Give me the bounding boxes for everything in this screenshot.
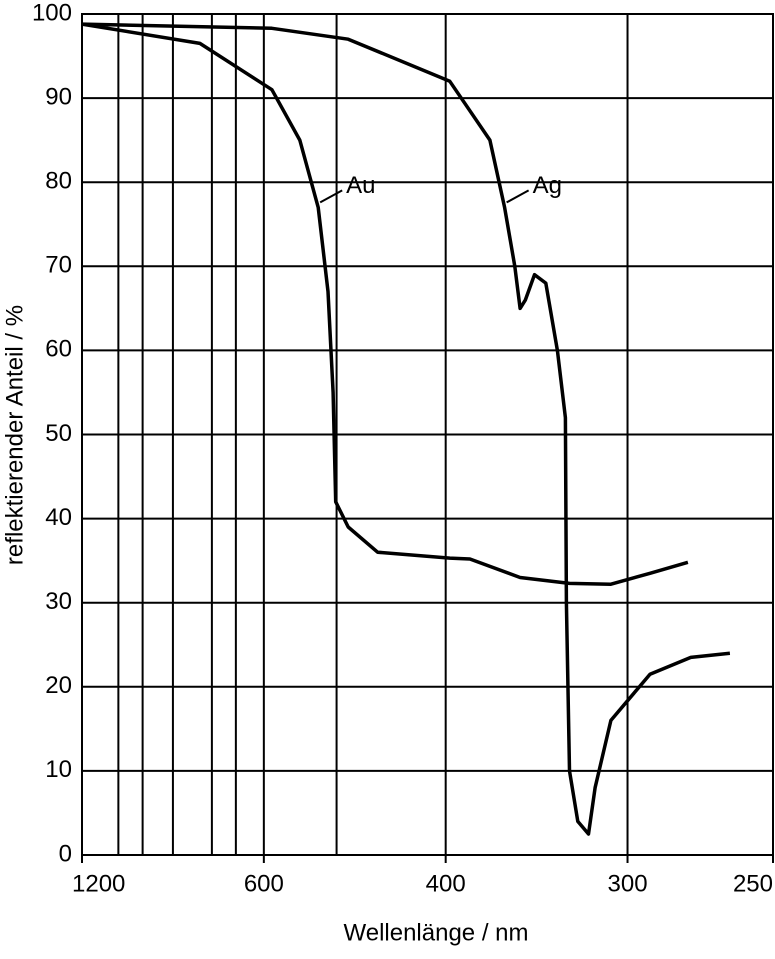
series-line	[81, 22, 731, 836]
x-tick-label: 600	[244, 870, 284, 897]
y-tick-label: 30	[45, 588, 72, 615]
x-tick-label: 300	[608, 870, 648, 897]
series-label: Au	[346, 172, 375, 199]
series-label: Ag	[533, 172, 562, 199]
x-tick-label: 400	[426, 870, 466, 897]
y-tick-label: 80	[45, 168, 72, 195]
y-axis-label: reflektierender Anteil / %	[1, 305, 28, 565]
x-tick-label: 1200	[72, 870, 125, 897]
y-tick-label: 20	[45, 672, 72, 699]
plot-frame	[81, 13, 774, 856]
y-tick-label: 70	[45, 252, 72, 279]
y-tick-label: 50	[45, 420, 72, 447]
series-line	[81, 22, 689, 586]
label-leader	[319, 189, 343, 204]
y-tick-label: 60	[45, 336, 72, 363]
y-tick-label: 90	[45, 83, 72, 110]
y-tick-label: 10	[45, 756, 72, 783]
y-tick-label: 100	[32, 0, 72, 26]
x-axis-label: Wellenlänge / nm	[344, 919, 529, 946]
y-tick-label: 40	[45, 504, 72, 531]
y-tick-label: 0	[59, 840, 72, 867]
label-leader	[506, 189, 530, 204]
x-tick-label: 250	[733, 870, 773, 897]
